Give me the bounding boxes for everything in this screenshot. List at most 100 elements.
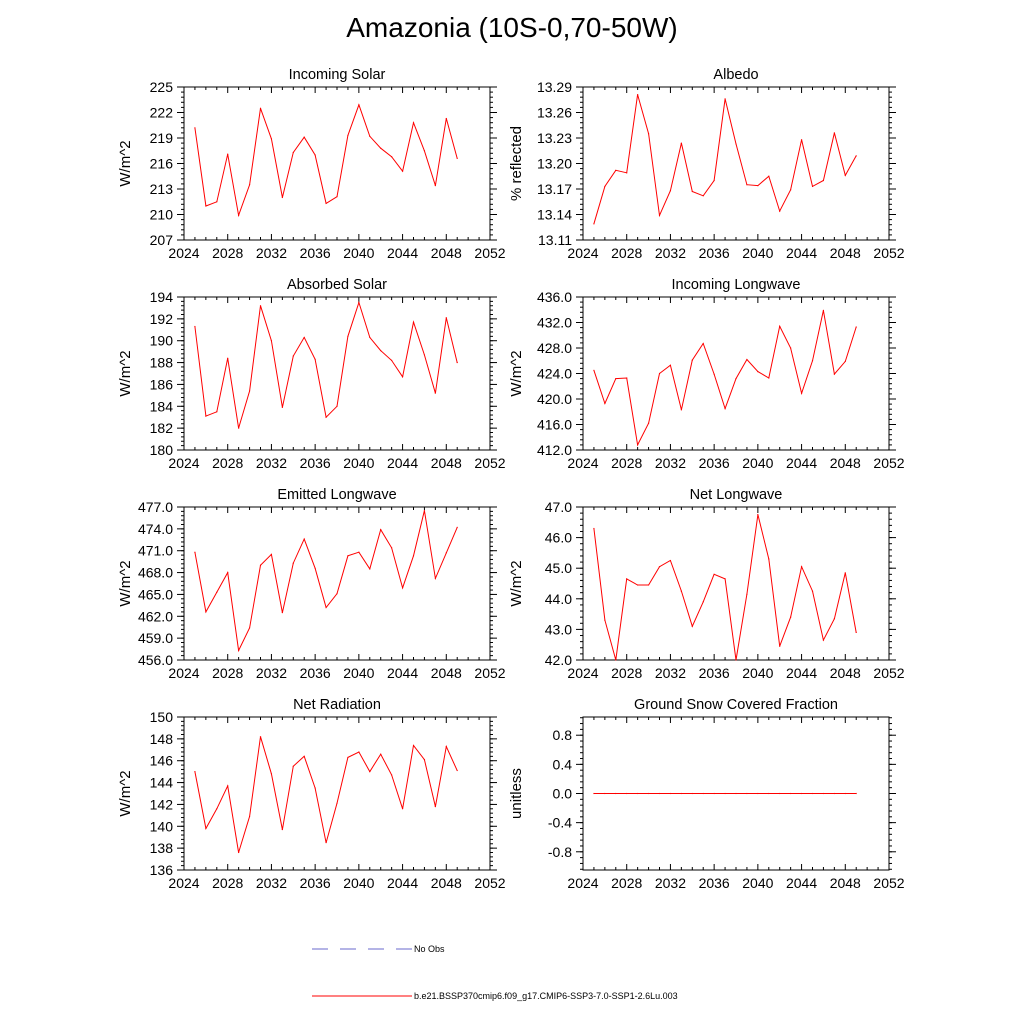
x-tick-label: 2044 <box>786 455 817 471</box>
panel-4: 2024 2028 2032 2036 2040 2044 2048 2052 412.0 416… <box>508 277 905 471</box>
data-point <box>713 573 715 575</box>
data-point <box>790 347 792 349</box>
data-point <box>314 358 316 360</box>
data-point <box>768 175 770 177</box>
x-tick-label: 2048 <box>830 455 861 471</box>
data-point <box>358 551 360 553</box>
data-point <box>336 405 338 407</box>
x-tick-label: 2036 <box>300 455 331 471</box>
data-point <box>735 378 737 380</box>
data-point <box>647 792 650 795</box>
panel-title: Absorbed Solar <box>287 277 387 293</box>
legend: No Obs b.e21.BSSP370cmip6.f09_g17.CMIP6-… <box>312 944 678 1001</box>
panel-title: Ground Snow Covered Fraction <box>634 697 838 713</box>
y-tick-label: 150 <box>150 709 174 725</box>
y-tick-label: 186 <box>150 376 174 392</box>
data-point <box>238 214 240 216</box>
data-point <box>844 792 846 795</box>
data-point <box>380 753 382 755</box>
y-tick-label: 219 <box>150 130 174 146</box>
data-point <box>844 360 846 362</box>
data-point <box>238 649 240 652</box>
x-tick-label: 2036 <box>699 875 730 891</box>
panel-7: 2024 2028 2032 2036 2040 2044 2048 2052 136 138 14… <box>117 697 506 891</box>
data-point <box>303 336 305 339</box>
y-tick-label: 222 <box>150 105 174 121</box>
data-point <box>844 174 846 176</box>
x-tick-label: 2044 <box>786 245 817 261</box>
data-point <box>713 179 715 182</box>
data-point <box>669 364 672 366</box>
plot-frame <box>582 86 890 241</box>
data-point <box>248 184 251 186</box>
data-point <box>238 427 240 429</box>
data-point <box>325 202 327 205</box>
data-point <box>593 527 595 530</box>
y-tick-label: 216 <box>150 156 174 172</box>
y-tick-label: 190 <box>150 333 174 349</box>
y-tick-label: 477.0 <box>138 499 173 515</box>
plot-frame <box>183 716 491 871</box>
x-tick-label: 2032 <box>655 455 686 471</box>
figure-title: Amazonia (10S-0,70-50W) <box>346 12 678 43</box>
data-point <box>779 792 781 795</box>
x-tick-label: 2052 <box>474 875 505 891</box>
data-point <box>637 584 639 586</box>
data-point <box>593 223 595 225</box>
x-tick-label: 2052 <box>873 245 904 261</box>
data-point <box>456 769 458 772</box>
data-point <box>669 792 672 795</box>
x-tick-label: 2048 <box>431 245 462 261</box>
legend-obs-label: No Obs <box>414 944 445 954</box>
data-point <box>216 201 218 203</box>
y-tick-label: 148 <box>150 731 174 747</box>
x-tick-label: 2048 <box>830 245 861 261</box>
x-tick-label: 2032 <box>256 245 287 261</box>
x-tick-label: 2044 <box>786 665 817 681</box>
data-point <box>194 551 196 553</box>
x-tick-label: 2024 <box>567 455 598 471</box>
y-axis-label: W/m^2 <box>117 350 134 396</box>
data-point <box>604 792 606 795</box>
data-point <box>292 562 294 564</box>
x-tick-label: 2040 <box>742 665 773 681</box>
x-tick-label: 2028 <box>212 245 243 261</box>
data-point <box>391 156 393 158</box>
series-line <box>194 510 458 653</box>
data-point <box>724 792 726 795</box>
panel-title: Emitted Longwave <box>277 487 396 503</box>
data-point <box>336 593 338 595</box>
y-tick-label: 456.0 <box>138 652 173 668</box>
data-point <box>325 842 327 844</box>
x-tick-label: 2044 <box>387 875 418 891</box>
data-point <box>680 792 682 795</box>
data-point <box>401 376 404 378</box>
data-point <box>702 342 704 345</box>
x-tick-label: 2028 <box>611 455 642 471</box>
y-tick-label: 45.0 <box>545 560 572 576</box>
panel-title: Net Radiation <box>293 697 381 713</box>
y-tick-label: 13.20 <box>537 156 572 172</box>
y-tick-label: 13.23 <box>537 130 572 146</box>
data-point <box>412 555 415 557</box>
data-point <box>270 138 273 140</box>
data-point <box>811 792 814 795</box>
data-point <box>746 593 748 595</box>
panel-title: Net Longwave <box>690 487 783 503</box>
data-point <box>281 828 283 831</box>
data-point <box>855 631 857 634</box>
data-point <box>615 792 617 795</box>
y-tick-label: 459.0 <box>138 630 173 646</box>
data-point <box>423 354 426 356</box>
data-point <box>822 179 825 182</box>
y-tick-label: -0.4 <box>548 815 572 831</box>
data-point <box>680 142 682 144</box>
data-point <box>658 372 661 375</box>
series-line <box>194 103 458 218</box>
x-tick-label: 2044 <box>387 455 418 471</box>
data-point <box>380 528 382 531</box>
y-axis-label: unitless <box>508 768 525 819</box>
data-point <box>412 122 415 124</box>
data-point <box>626 172 628 174</box>
